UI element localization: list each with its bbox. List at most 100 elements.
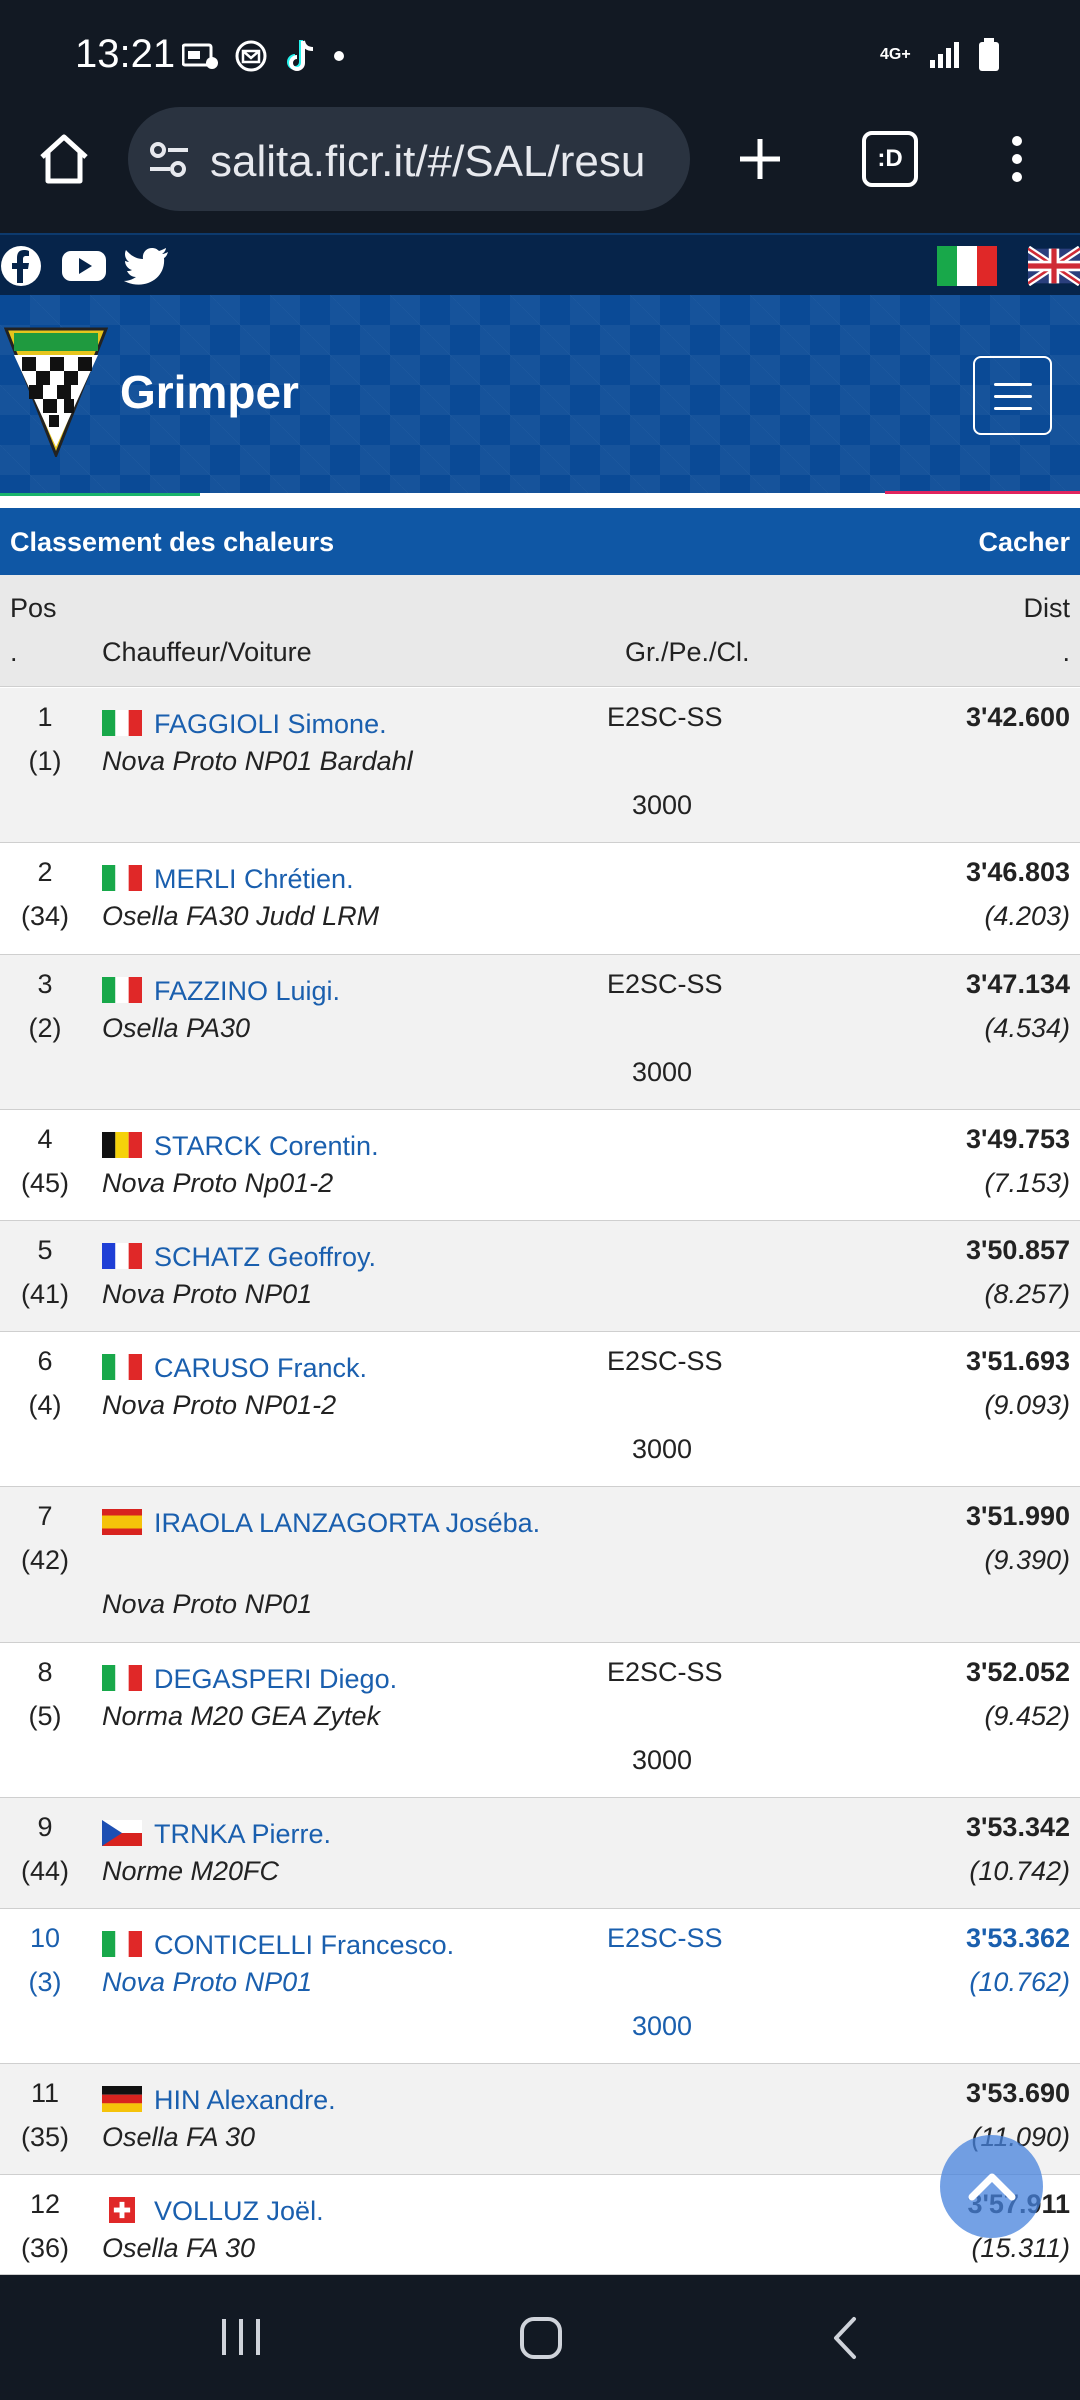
header-accent-line [885,491,1080,494]
hide-toggle[interactable]: Cacher [978,527,1070,557]
twitter-icon[interactable] [124,245,170,287]
driver-link[interactable]: HIN Alexandre. [154,2085,336,2115]
col-pos-dot: . [10,637,18,667]
network-type: 4G+ [880,46,911,63]
table-row[interactable]: 3 (2) FAZZINO Luigi. Osella PA30 E2SC-SS… [0,955,1080,1110]
facebook-icon[interactable] [0,245,42,287]
system-icons: 4G+ [880,38,1000,72]
country-flag-icon [102,977,142,1003]
position: 6 [37,1346,53,1376]
group: E2SC-SS [607,1657,723,1687]
race-number: (45) [20,1168,69,1198]
position: 3 [37,969,53,999]
driver-link[interactable]: CARUSO Franck. [154,1353,368,1383]
driver-link[interactable]: SCHATZ Geoffroy. [154,1242,377,1272]
new-tab-icon[interactable] [728,127,792,191]
country-flag-icon [109,2197,149,2223]
race-number: (36) [20,2233,69,2263]
driver-link[interactable]: CONTICELLI Francesco. [154,1930,455,1960]
table-row[interactable]: 6 (4) CARUSO Franck. Nova Proto NP01-2 E… [0,1332,1080,1487]
position: 12 [29,2189,61,2219]
table-row[interactable]: 7 (42) IRAOLA LANZAGORTA Joséba. Nova Pr… [0,1487,1080,1643]
back-icon[interactable] [826,2315,862,2361]
country-flag-icon [102,1243,142,1269]
car-name: Nova Proto Np01-2 [102,1168,334,1198]
car-name: Nova Proto NP01 [102,1589,313,1619]
home-nav-icon[interactable] [518,2315,564,2361]
total-time: 3'51.693 [965,1346,1070,1376]
table-row[interactable]: 4 (45) STARCK Corentin. Nova Proto Np01-… [0,1110,1080,1221]
english-language-flag[interactable] [1028,246,1080,286]
table-header: Pos . Chauffeur/Voiture Gr./Pe./Cl. Dist… [0,575,1080,687]
driver-link[interactable]: MERLI Chrétien. [154,864,354,894]
table-row[interactable]: 12 (36) VOLLUZ Joël. Osella FA 30 3'57.9… [0,2175,1080,2275]
car-name: Osella FA 30 [102,2233,256,2263]
hamburger-icon [994,395,1032,398]
total-time: 3'49.753 [965,1124,1070,1154]
total-time: 3'50.857 [965,1235,1070,1265]
time-gap: (15.311) [971,2233,1070,2263]
time-gap: (9.452) [984,1701,1070,1731]
driver-link[interactable]: FAGGIOLI Simone. [154,709,387,739]
position: 9 [37,1812,53,1842]
address-bar[interactable]: salita.ficr.it/#/SAL/resu [128,107,690,211]
car-name: Osella FA 30 [102,2122,256,2152]
youtube-icon[interactable] [60,245,108,287]
col-driver-car: Chauffeur/Voiture [102,637,312,667]
time-gap: (4.534) [984,1013,1070,1043]
driver-link[interactable]: STARCK Corentin. [154,1131,379,1161]
class: 3000 [632,1057,693,1087]
table-row[interactable]: 5 (41) SCHATZ Geoffroy. Nova Proto NP01 … [0,1221,1080,1332]
car-name: Nova Proto NP01-2 [102,1390,337,1420]
total-time: 3'53.362 [965,1923,1070,1953]
position: 7 [37,1501,53,1531]
group: E2SC-SS [607,1346,723,1376]
race-number: (4) [28,1390,62,1420]
menu-button[interactable] [973,356,1052,435]
race-number: (1) [28,746,62,776]
group: E2SC-SS [607,969,723,999]
race-number: (2) [28,1013,62,1043]
table-row[interactable]: 9 (44) TRNKA Pierre. Norme M20FC 3'53.34… [0,1798,1080,1909]
italian-language-flag[interactable] [935,246,999,286]
card-icon [182,43,218,69]
battery-icon [979,38,999,71]
race-number: (41) [20,1279,69,1309]
total-time: 3'51.990 [965,1501,1070,1531]
site-header: Grimper [0,295,1080,493]
home-icon[interactable] [32,127,96,191]
notification-icons [182,38,346,74]
ficr-logo[interactable] [4,327,108,457]
hamburger-icon [994,407,1032,410]
driver-link[interactable]: DEGASPERI Diego. [154,1664,398,1694]
group: E2SC-SS [607,702,723,732]
col-dist-dot: . [1062,637,1070,667]
class: 3000 [632,1745,693,1775]
race-number: (3) [28,1967,62,1997]
more-options-icon[interactable] [985,127,1049,191]
site-settings-icon[interactable] [146,137,192,183]
class: 3000 [632,2011,693,2041]
table-row[interactable]: 2 (34) MERLI Chrétien. Osella FA30 Judd … [0,843,1080,955]
chevron-up-icon [968,2173,1016,2201]
car-name: Osella FA30 Judd LRM [102,901,380,931]
driver-link[interactable]: VOLLUZ Joël. [154,2196,324,2226]
driver-link[interactable]: TRNKA Pierre. [154,1819,332,1849]
time-gap: (4.203) [984,901,1070,931]
table-row[interactable]: 1 (1) FAGGIOLI Simone. Nova Proto NP01 B… [0,688,1080,843]
time-gap: (10.762) [969,1967,1070,1997]
dot-icon [334,51,344,61]
total-time: 3'42.600 [965,702,1070,732]
col-dist: Dist [1023,593,1071,623]
recent-apps-icon[interactable] [218,2315,264,2359]
table-row[interactable]: 8 (5) DEGASPERI Diego. Norma M20 GEA Zyt… [0,1643,1080,1798]
driver-link[interactable]: FAZZINO Luigi. [154,976,341,1006]
table-row[interactable]: 11 (35) HIN Alexandre. Osella FA 30 3'53… [0,2064,1080,2175]
car-name: Nova Proto NP01 [102,1279,313,1309]
total-time: 3'46.803 [965,857,1070,887]
scroll-top-button[interactable] [940,2135,1043,2238]
race-number: (5) [28,1701,62,1731]
tab-switcher-button[interactable]: :D [862,131,918,187]
driver-link[interactable]: IRAOLA LANZAGORTA Joséba. [154,1508,541,1538]
table-row[interactable]: 10 (3) CONTICELLI Francesco. Nova Proto … [0,1909,1080,2064]
